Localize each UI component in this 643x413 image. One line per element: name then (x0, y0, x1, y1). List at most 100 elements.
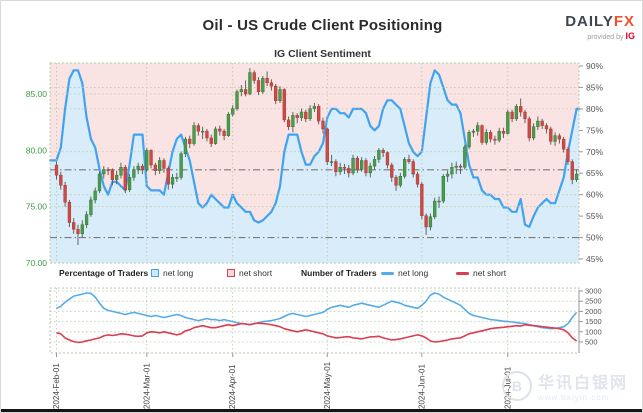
candle-down (54, 164, 59, 176)
candle-down (149, 150, 153, 166)
candle-down (222, 130, 226, 136)
candle-down (411, 161, 415, 175)
watermark-site-url: www.baiyin.com (537, 393, 610, 402)
candle-down (493, 138, 497, 141)
watermark-site-name: 华讯白银网 (537, 375, 628, 392)
candle-up (239, 89, 243, 92)
candle-up (312, 106, 317, 109)
candle-up (170, 177, 175, 185)
candle-up (402, 159, 407, 177)
x-axis-label: 2024-May-01 (323, 361, 332, 409)
pct-axis-label: 65% (586, 168, 603, 178)
net-long-swatch-icon[interactable] (151, 269, 159, 277)
x-axis-label: 2024-Apr-01 (228, 364, 237, 409)
candle-up (299, 111, 304, 118)
candle-down (63, 185, 67, 203)
candle-down (334, 161, 338, 173)
ig-logo: IG (625, 31, 635, 41)
provided-by-ig: provided by IG (587, 31, 635, 42)
pct-axis-label: 70% (586, 147, 603, 157)
net_short-count-line (56, 322, 578, 344)
candle-down (355, 157, 360, 170)
candle-down (205, 130, 209, 139)
candle-down (390, 164, 394, 178)
candle-up (248, 72, 252, 95)
candle-up (136, 165, 140, 170)
pct-axis-label: 85% (586, 82, 603, 92)
candle-down (140, 165, 145, 170)
legend-pct-net-short[interactable]: net short (227, 267, 272, 279)
legend-num-net-long[interactable]: net long (381, 267, 428, 279)
net-short-line-icon[interactable] (456, 271, 469, 275)
price-axis-label: 75.00 (26, 202, 48, 212)
candle-down (364, 160, 368, 174)
candle-down (59, 174, 63, 186)
candle-up (175, 177, 179, 179)
traders-axis-label: 2000 (585, 307, 602, 316)
candle-up (377, 150, 381, 160)
candle-down (110, 170, 115, 180)
traders-axis-label: 3000 (585, 287, 602, 296)
candle-up (329, 161, 334, 163)
candle-up (531, 126, 536, 139)
candle-up (428, 216, 433, 228)
net_long-count-line (56, 292, 578, 330)
candle-up (536, 120, 540, 127)
legend-num-net-short[interactable]: net short (456, 267, 506, 279)
candle-down (510, 111, 514, 120)
candle-up (506, 111, 510, 134)
candle-up (553, 135, 557, 142)
candle-up (437, 200, 441, 203)
candle-down (557, 135, 562, 140)
candle-up (226, 114, 231, 136)
candle-down (123, 167, 127, 191)
candle-down (458, 165, 463, 168)
candle-down (570, 161, 574, 180)
x-axis-label: 2024-Mar-01 (142, 363, 151, 409)
candle-down (321, 120, 325, 130)
candle-down (544, 125, 549, 130)
net-short-swatch-icon[interactable] (227, 269, 235, 277)
candle-down (519, 106, 523, 113)
candle-down (67, 201, 72, 223)
pct-axis-label: 50% (586, 233, 603, 243)
bottom-border (1, 409, 642, 412)
candle-up (497, 130, 501, 141)
traders-axis-label: 500 (585, 338, 598, 347)
candle-up (97, 173, 102, 192)
candle-up (231, 108, 235, 115)
candle-up (158, 160, 162, 171)
candle-up (467, 132, 471, 148)
candle-down (166, 168, 170, 185)
candle-up (84, 214, 89, 225)
candle-down (196, 125, 200, 132)
candle-down (218, 128, 222, 132)
candle-down (342, 167, 347, 169)
candle-up (574, 173, 579, 180)
candle-down (407, 159, 411, 162)
candle-up (179, 153, 183, 178)
candlestick-series (54, 68, 579, 246)
candle-down (295, 115, 299, 118)
net-long-region (50, 70, 579, 263)
candle-down (304, 111, 308, 120)
candle-up (145, 150, 149, 170)
candle-down (256, 80, 261, 92)
traders-chart (56, 292, 578, 344)
legend-pct-net-long[interactable]: net long (151, 267, 193, 279)
candle-up (93, 190, 97, 201)
candle-down (566, 148, 570, 162)
candle-down (162, 160, 166, 169)
candle-down (286, 119, 291, 127)
legend-pct-title: Percentage of Traders (59, 268, 149, 278)
candle-down (523, 111, 527, 120)
candle-up (351, 157, 355, 174)
candle-up (261, 77, 265, 92)
candle-up (278, 89, 282, 102)
candle-down (381, 150, 385, 153)
net-long-line-icon[interactable] (381, 271, 394, 275)
candle-down (501, 130, 506, 134)
candle-up (463, 146, 467, 168)
traders-axis-label: 1500 (585, 317, 602, 326)
